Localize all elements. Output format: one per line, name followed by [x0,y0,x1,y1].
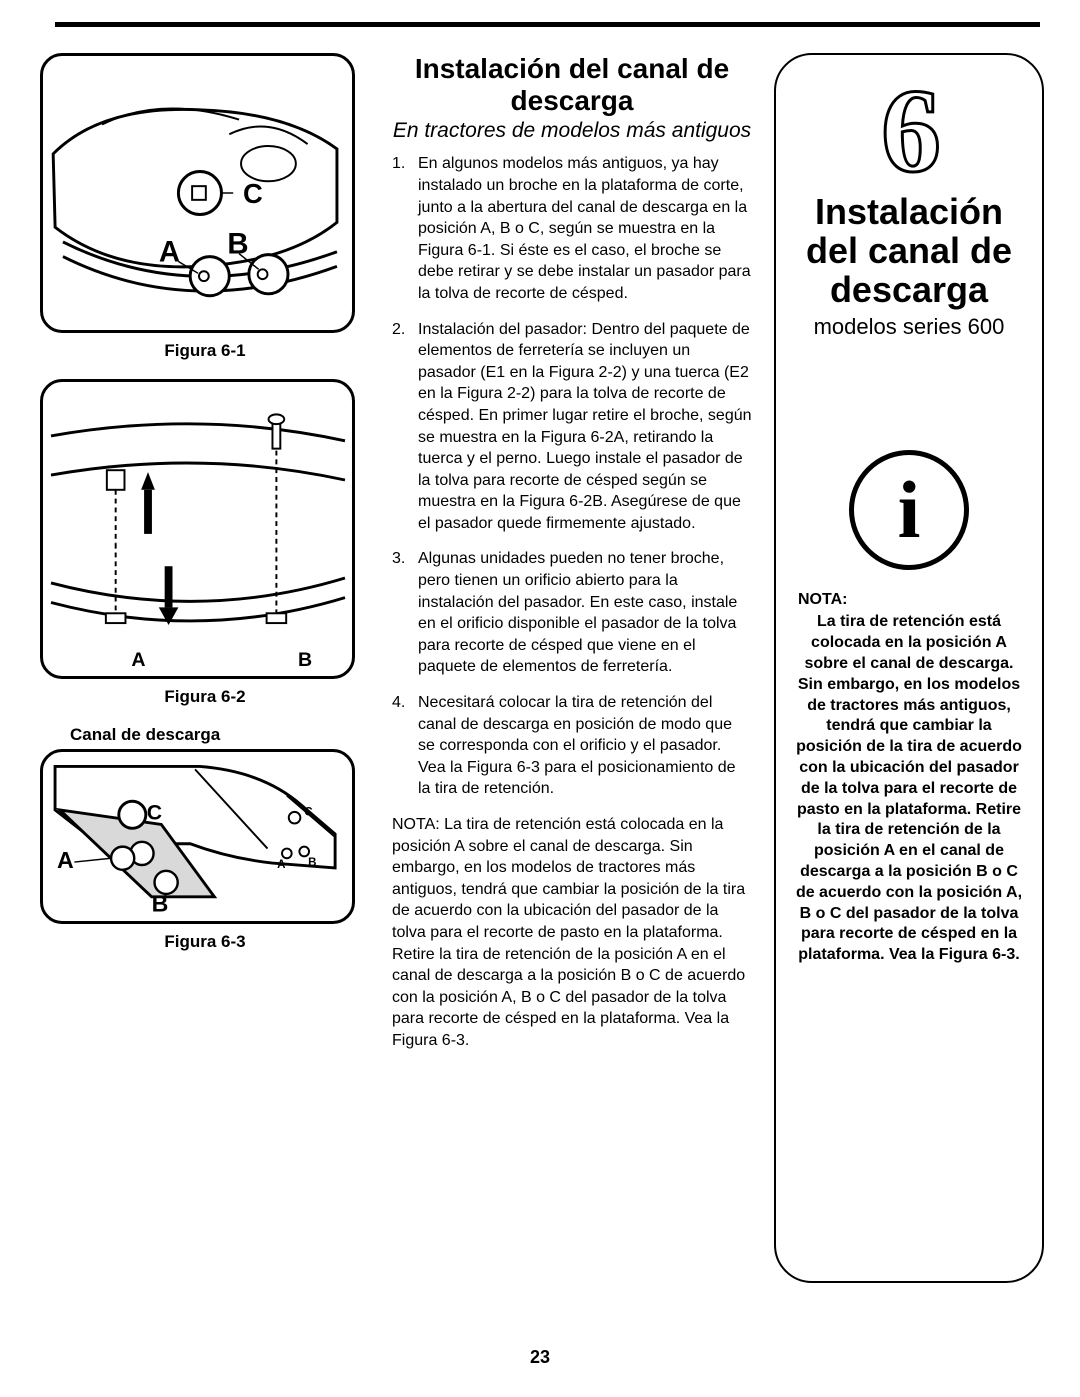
sidebar-note-head: NOTA: [798,590,1024,611]
page-number: 23 [0,1347,1080,1368]
section-title: Instalación del canal de descarga [392,53,752,117]
fig3-label-c-big: C [147,801,162,825]
figure-6-2-caption: Figura 6-2 [40,687,370,707]
step-1: En algunos modelos más antiguos, ya hay … [392,153,752,304]
chapter-number: 6 [790,77,1028,185]
figure-6-1: C A B [40,53,355,333]
chapter-subtitle: modelos series 600 [790,314,1028,340]
fig3-label-b-sm: B [308,857,316,869]
step-3: Algunas unidades pueden no tener broche,… [392,548,752,678]
instruction-list: En algunos modelos más antiguos, ya hay … [392,153,752,800]
top-rule [55,22,1040,27]
section-subtitle: En tractores de modelos más antiguos [392,119,752,143]
figures-column: C A B Figura 6-1 [40,53,370,1283]
figure-6-3-caption: Figura 6-3 [40,932,370,952]
step-4: Necesitará colocar la tira de retención … [392,692,752,800]
chapter-sidebar: 6 Instalación del canal de descarga mode… [774,53,1044,1283]
fig2-label-b: B [298,649,312,671]
figure-6-1-caption: Figura 6-1 [40,341,370,361]
fig3-label-c-sm: C [304,807,313,819]
body-column: Instalación del canal de descarga En tra… [392,53,752,1283]
figure-6-3-subcaption: Canal de descarga [70,725,370,745]
fig1-label-b: B [227,228,248,261]
fig2-label-a: A [131,649,145,671]
figure-6-2: A B [40,379,355,679]
sidebar-note-body: La tira de retención está colocada en la… [796,613,1022,963]
info-icon: i [849,450,969,570]
body-note: NOTA: La tira de retención está colocada… [392,814,752,1052]
figure-6-3: C A B C A B [40,749,355,924]
chapter-title: Instalación del canal de descarga [790,193,1028,310]
fig3-label-a-sm: A [277,859,286,871]
info-glyph: i [898,469,921,551]
fig3-label-a-big: A [57,847,74,873]
sidebar-note: NOTA: La tira de retención está colocada… [790,590,1028,966]
fig1-label-c: C [243,178,263,209]
step-2: Instalación del pasador: Dentro del paqu… [392,319,752,535]
fig1-label-a: A [159,235,180,268]
